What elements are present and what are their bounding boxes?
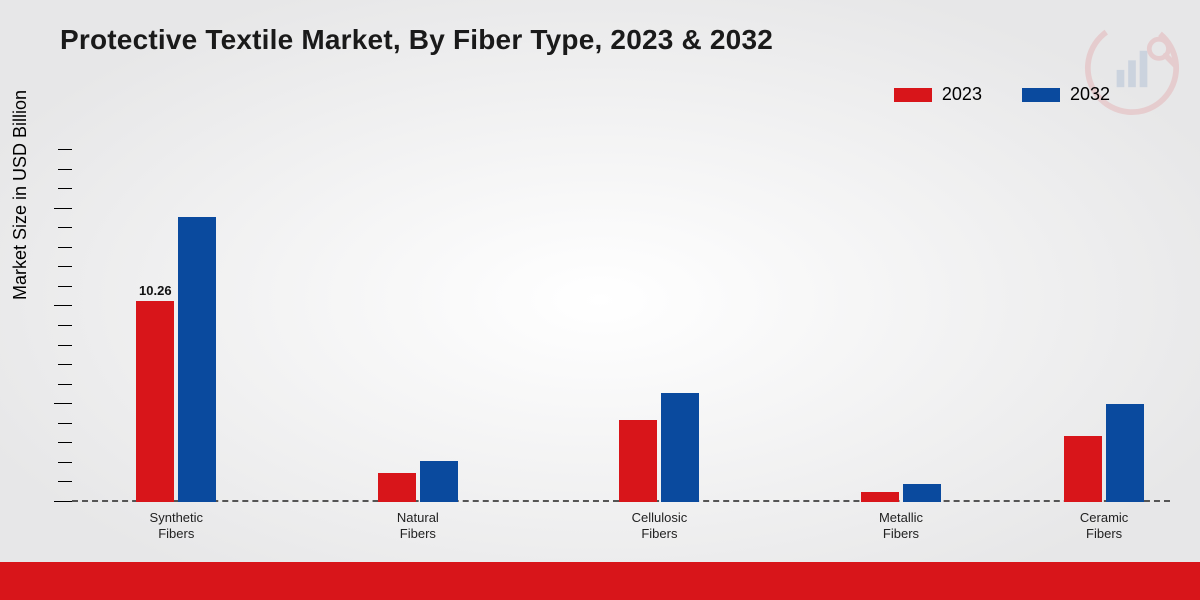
bar-group: Natural Fibers — [378, 461, 458, 502]
watermark-logo — [1084, 20, 1180, 121]
y-tick — [58, 266, 72, 267]
legend: 2023 2032 — [894, 84, 1110, 105]
bar-2023 — [619, 420, 657, 502]
y-tick — [58, 169, 72, 170]
category-label: Synthetic Fibers — [150, 502, 203, 543]
y-tick — [58, 345, 72, 346]
chart-title: Protective Textile Market, By Fiber Type… — [60, 24, 773, 56]
legend-swatch-2023 — [894, 88, 932, 102]
bar-group: 10.26Synthetic Fibers — [136, 217, 216, 503]
category-label: Cellulosic Fibers — [632, 502, 688, 543]
bar-2032 — [903, 484, 941, 502]
y-axis-label: Market Size in USD Billion — [10, 90, 31, 300]
bar-2032 — [420, 461, 458, 502]
y-tick — [58, 286, 72, 287]
bar-2023 — [136, 301, 174, 502]
bar-2023 — [1064, 436, 1102, 502]
bar-group: Cellulosic Fibers — [619, 393, 699, 503]
legend-item-2023: 2023 — [894, 84, 982, 105]
bar-group: Metallic Fibers — [861, 484, 941, 502]
y-tick — [54, 403, 72, 404]
y-tick — [58, 227, 72, 228]
y-tick — [58, 364, 72, 365]
y-tick — [58, 149, 72, 150]
legend-item-2032: 2032 — [1022, 84, 1110, 105]
bar-2023 — [861, 492, 899, 502]
legend-label-2023: 2023 — [942, 84, 982, 105]
category-label: Ceramic Fibers — [1080, 502, 1128, 543]
y-tick — [58, 384, 72, 385]
y-tick — [58, 188, 72, 189]
y-tick — [58, 423, 72, 424]
y-tick — [54, 208, 72, 209]
bar-2032 — [1106, 404, 1144, 502]
footer-bar — [0, 562, 1200, 600]
y-tick — [58, 442, 72, 443]
bar-2032 — [178, 217, 216, 503]
bar-2023 — [378, 473, 416, 502]
category-label: Metallic Fibers — [879, 502, 923, 543]
y-tick — [58, 247, 72, 248]
plot-area: 10.26Synthetic Fibers Natural Fibers Cellu… — [72, 150, 1170, 502]
bar-2032 — [661, 393, 699, 503]
y-tick — [58, 481, 72, 482]
y-tick — [58, 325, 72, 326]
bar-group: Ceramic Fibers — [1064, 404, 1144, 502]
y-tick — [58, 462, 72, 463]
legend-label-2032: 2032 — [1070, 84, 1110, 105]
bar-value-label: 10.26 — [136, 283, 174, 301]
legend-swatch-2032 — [1022, 88, 1060, 102]
category-label: Natural Fibers — [397, 502, 439, 543]
page-root: Protective Textile Market, By Fiber Type… — [0, 0, 1200, 600]
y-tick — [54, 501, 72, 502]
y-tick — [54, 305, 72, 306]
